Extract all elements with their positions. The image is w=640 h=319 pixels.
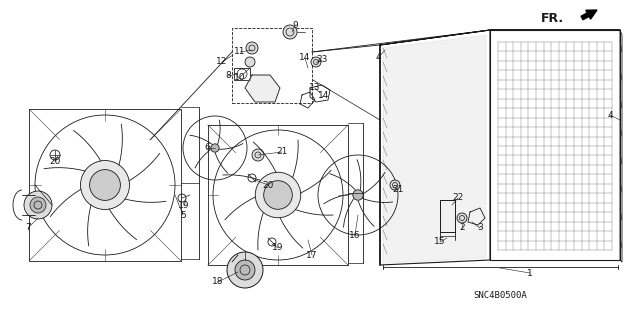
Circle shape (311, 57, 321, 67)
Circle shape (235, 260, 255, 280)
Text: 13: 13 (309, 84, 321, 93)
Bar (29, 109, 180, 261)
Circle shape (227, 252, 263, 288)
Text: 20: 20 (49, 158, 61, 167)
Circle shape (211, 144, 219, 152)
Text: 14: 14 (318, 92, 330, 100)
Polygon shape (383, 35, 486, 263)
Text: FR.: FR. (541, 11, 564, 25)
Circle shape (252, 149, 264, 161)
Text: 2: 2 (459, 224, 465, 233)
Circle shape (353, 190, 364, 200)
Text: 4: 4 (607, 110, 613, 120)
Circle shape (283, 25, 297, 39)
Text: 21: 21 (276, 147, 288, 157)
Text: 20: 20 (262, 181, 274, 189)
Text: 19: 19 (272, 243, 284, 253)
Text: 17: 17 (307, 250, 317, 259)
Text: SNC4B0500A: SNC4B0500A (473, 291, 527, 300)
Text: 6: 6 (204, 144, 210, 152)
Text: 5: 5 (180, 211, 186, 219)
Circle shape (255, 172, 301, 218)
Circle shape (24, 191, 52, 219)
Bar (440, 200, 455, 232)
Bar (208, 125, 348, 265)
Text: 12: 12 (216, 57, 228, 66)
FancyArrow shape (581, 10, 597, 20)
Text: 7: 7 (25, 224, 31, 233)
Circle shape (246, 42, 258, 54)
Text: 1: 1 (527, 269, 533, 278)
Text: 10: 10 (234, 72, 246, 81)
Circle shape (245, 57, 255, 67)
Bar (232, 28, 312, 103)
Text: 8: 8 (225, 71, 231, 80)
Text: 9: 9 (292, 20, 298, 29)
Circle shape (390, 180, 400, 190)
Text: 18: 18 (212, 278, 224, 286)
Text: 16: 16 (349, 231, 361, 240)
Circle shape (81, 160, 129, 210)
Text: 14: 14 (300, 54, 310, 63)
Polygon shape (245, 75, 280, 102)
Bar (234, 68, 250, 80)
Circle shape (457, 213, 467, 223)
Text: 3: 3 (477, 224, 483, 233)
Text: 23: 23 (316, 56, 328, 64)
Text: 19: 19 (179, 202, 189, 211)
Circle shape (90, 170, 120, 200)
Text: 15: 15 (435, 238, 445, 247)
Text: 11: 11 (234, 48, 246, 56)
Text: 4: 4 (375, 54, 381, 63)
Circle shape (264, 181, 292, 209)
Circle shape (30, 197, 46, 213)
Text: 21: 21 (392, 186, 404, 195)
Text: 22: 22 (452, 194, 463, 203)
